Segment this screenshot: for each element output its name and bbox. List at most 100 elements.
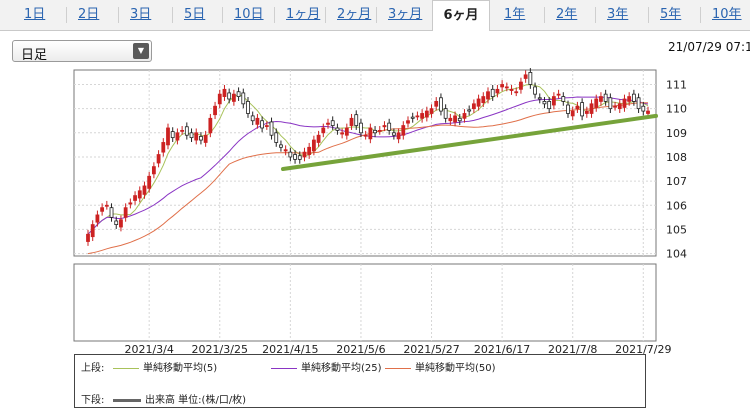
- candle-body: [316, 134, 321, 143]
- tab-6[interactable]: 2ヶ月: [337, 7, 372, 22]
- candle-body: [184, 126, 189, 136]
- candle-body: [363, 134, 368, 137]
- tab-1[interactable]: 2日: [78, 7, 100, 22]
- tab-12[interactable]: 5年: [660, 7, 682, 22]
- candle-body: [415, 115, 420, 118]
- candle-body: [86, 233, 90, 242]
- legend-volume-label: 出来高 単位:(株/口/枚): [145, 395, 247, 406]
- legend-item-sma5: 単純移動平均(5): [113, 359, 217, 374]
- candle-body: [170, 131, 175, 139]
- candle-body: [264, 125, 269, 127]
- candle-body: [420, 113, 425, 119]
- tab-7[interactable]: 3ヶ月: [388, 7, 423, 22]
- candle-body: [293, 154, 297, 160]
- candle-body: [551, 96, 556, 106]
- candle-body: [203, 134, 208, 143]
- candle-body: [514, 91, 519, 94]
- tab-separator: [274, 7, 275, 23]
- candle-body: [622, 98, 627, 108]
- candle-body: [589, 103, 594, 114]
- candle-body: [584, 110, 589, 114]
- candle-body: [566, 104, 570, 114]
- legend-item-sma50: 単純移動平均(50): [385, 359, 496, 374]
- tab-separator: [700, 7, 701, 23]
- candle-body: [213, 105, 217, 116]
- candle-body: [133, 195, 137, 201]
- tab-13[interactable]: 10年: [712, 7, 742, 22]
- candle-body: [279, 144, 283, 148]
- tab-5[interactable]: 1ヶ月: [286, 7, 321, 22]
- candle-body: [227, 92, 232, 100]
- candle-body: [104, 204, 109, 207]
- candle-body: [641, 105, 646, 112]
- candle-body: [443, 108, 448, 119]
- candle-body: [123, 207, 128, 218]
- candle-body: [175, 132, 180, 141]
- legend-sma5-line: [113, 367, 139, 369]
- y-tick-label: 104: [666, 248, 687, 261]
- candle-body: [194, 132, 199, 141]
- y-tick-label: 107: [666, 175, 687, 188]
- candle-body: [401, 125, 406, 136]
- legend-sma25-label: 単純移動平均(25): [301, 363, 382, 374]
- tab-8[interactable]: 6ヶ月: [432, 0, 490, 31]
- y-tick-label: 111: [666, 78, 687, 91]
- candle-body: [424, 110, 429, 118]
- period-select[interactable]: 日足 ▼: [12, 40, 152, 63]
- candle-body: [246, 101, 250, 114]
- candle-body: [382, 125, 387, 128]
- candle-body: [255, 117, 260, 125]
- candle-body: [519, 81, 523, 90]
- candle-body: [457, 117, 462, 122]
- tab-3[interactable]: 5日: [184, 7, 206, 22]
- y-tick-label: 106: [666, 199, 687, 212]
- tab-2[interactable]: 3日: [130, 7, 152, 22]
- candle-body: [236, 91, 241, 97]
- candle-body: [137, 190, 142, 199]
- sma-line-1: [87, 96, 649, 235]
- candle-body: [627, 96, 632, 102]
- candle-body: [599, 96, 603, 102]
- candle-body: [439, 97, 443, 112]
- tab-separator: [648, 7, 649, 23]
- tab-11[interactable]: 3年: [607, 7, 629, 22]
- candle-body: [156, 154, 161, 164]
- candle-body: [486, 91, 490, 100]
- candle-body: [166, 127, 170, 146]
- candle-body: [199, 136, 203, 141]
- chart-legend: 上段: 単純移動平均(5) 単純移動平均(25) 単純移動平均(50) 下段: …: [74, 354, 646, 408]
- candle-body: [231, 93, 236, 102]
- candle-body: [274, 132, 279, 143]
- tab-9[interactable]: 1年: [504, 7, 526, 22]
- candle-body: [142, 185, 147, 195]
- candle-body: [321, 127, 326, 134]
- legend-lower-label: 下段:: [81, 395, 105, 406]
- legend-sma50-label: 単純移動平均(50): [415, 363, 496, 374]
- period-select-value: 日足: [21, 48, 48, 63]
- candle-body: [288, 151, 293, 158]
- tab-separator: [118, 7, 119, 23]
- tab-separator: [222, 7, 223, 23]
- tab-0[interactable]: 1日: [24, 7, 46, 22]
- y-tick-label: 110: [666, 103, 687, 116]
- sma-line-2: [87, 102, 649, 255]
- tab-4[interactable]: 10日: [234, 7, 264, 22]
- tab-separator: [172, 7, 173, 23]
- tab-10[interactable]: 2年: [556, 7, 578, 22]
- lower-panel-frame: [73, 263, 657, 342]
- candle-body: [523, 74, 528, 79]
- candle-body: [95, 214, 100, 223]
- legend-item-volume: 出来高 単位:(株/口/枚): [113, 391, 246, 406]
- candle-body: [429, 108, 434, 114]
- candle-body: [448, 117, 453, 122]
- candle-body: [533, 86, 537, 95]
- period-tabs: 1日 2日 3日 5日 10日 1ヶ月 2ヶ月 3ヶ月 6ヶ月 1年 2年 3年 5年 10年: [0, 0, 750, 31]
- candle-body: [391, 132, 396, 136]
- candle-body: [208, 117, 213, 134]
- candle-body: [222, 88, 227, 97]
- candle-body: [495, 88, 500, 94]
- candle-body: [528, 72, 533, 85]
- candle-body: [462, 113, 467, 119]
- candle-body: [410, 116, 415, 119]
- candle-body: [128, 202, 133, 205]
